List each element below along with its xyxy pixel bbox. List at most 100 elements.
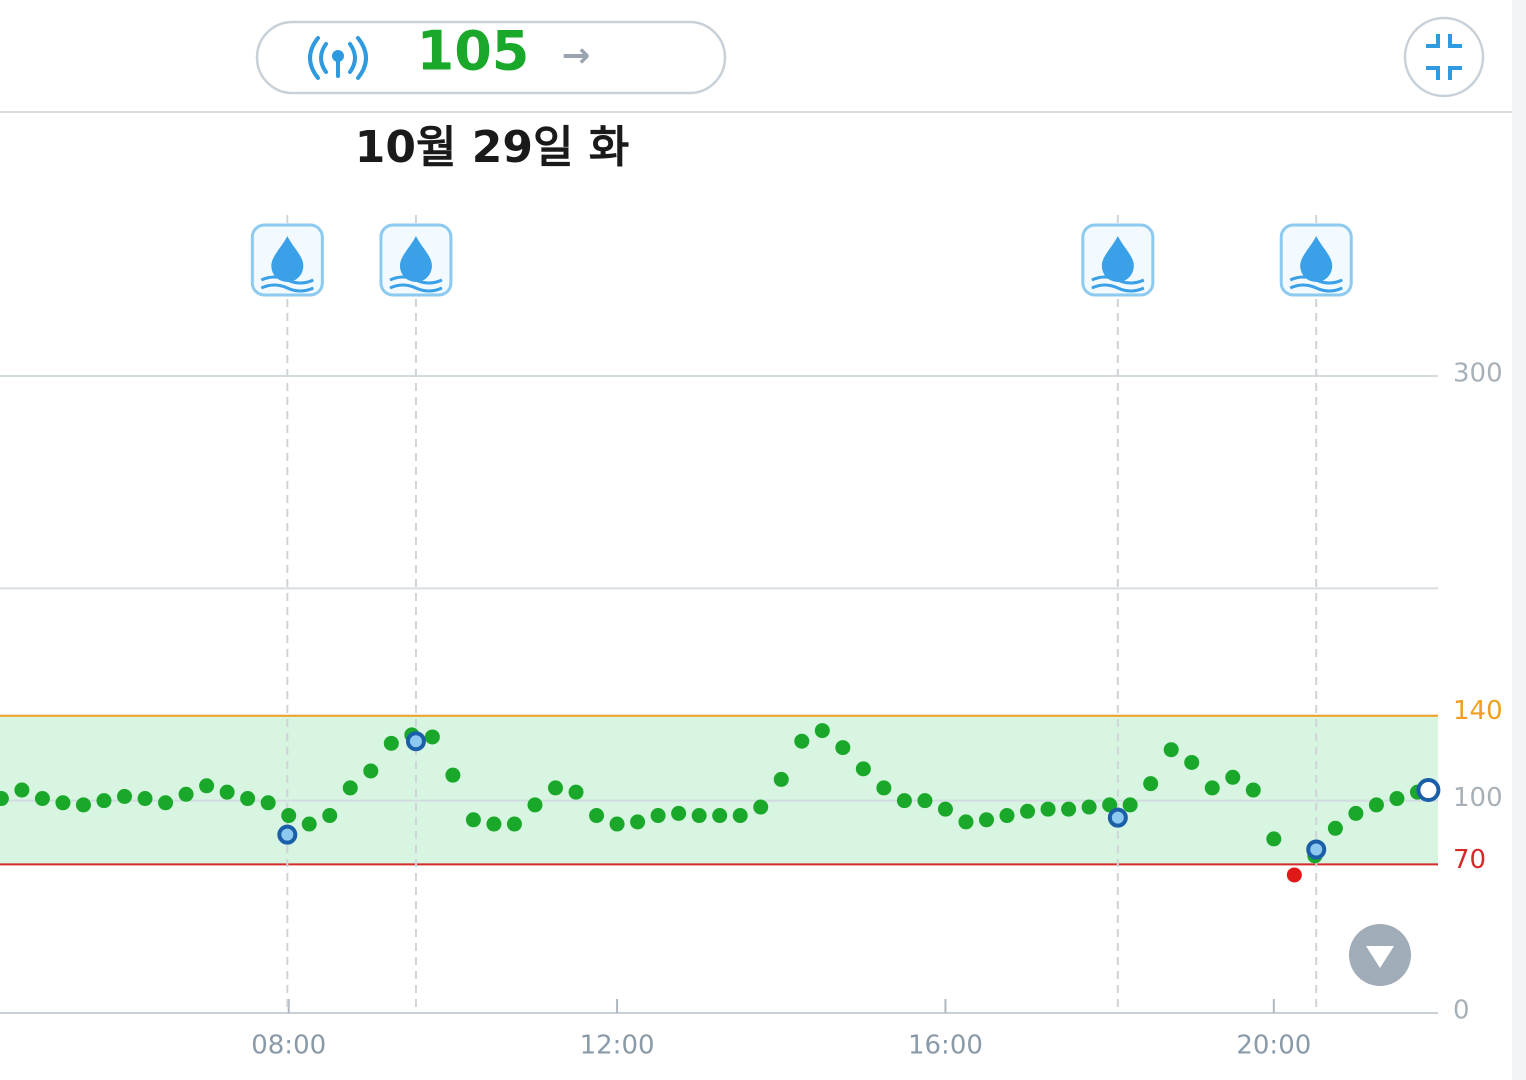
y-tick-label: 100 [1453,783,1503,813]
glucose-point [1061,801,1077,817]
chart: 0 100 300 140 70 08:00 12:00 16:00 20:00 [0,215,1503,1061]
glucose-point [855,761,871,777]
date-label: 10월 29일 화 [355,122,630,173]
glucose-point [958,814,974,830]
glucose-point [260,795,276,811]
glucose-point [1184,754,1200,770]
glucose-point [732,808,748,824]
glucose-point [589,808,605,824]
event-drop [1101,236,1134,282]
glucose-point [1040,801,1056,817]
glucose-point [55,795,71,811]
glucose-point [896,793,912,809]
x-tick-label: 08:00 [251,1031,326,1061]
glucose-point [158,795,174,811]
event-waves [1091,275,1145,293]
event-marker [277,824,298,845]
y-tick-label: 300 [1453,359,1503,389]
glucose-point [794,733,810,749]
glucose-point [1143,776,1159,792]
event-drop [399,236,432,282]
glucose-point [1266,831,1282,847]
glucose-point [671,805,687,821]
x-tick-label: 16:00 [908,1031,983,1061]
glucose-point [609,816,625,832]
glucose-point [199,778,215,794]
event-marker [405,731,426,752]
event-icon[interactable] [250,223,324,297]
glucose-point [937,801,953,817]
target-band [0,715,1438,865]
collapse-button[interactable] [1403,16,1485,98]
glucose-point [1286,867,1302,883]
glucose-point [34,791,50,807]
glucose-point [1102,797,1118,813]
glucose-point [240,791,256,807]
glucose-point [1245,782,1261,798]
glucose-point [650,808,666,824]
glucose-point [117,788,133,804]
glucose-point [342,780,358,796]
glucose-point [917,793,933,809]
current-value: 105 [417,20,530,83]
glucose-point [219,784,235,800]
glucose-point [96,793,112,809]
glucose-point [835,740,851,756]
event-drop [271,236,304,282]
glucose-point [876,780,892,796]
glucose-point [978,812,994,828]
current-point [1416,778,1441,803]
glucose-point [1122,797,1138,813]
glucose-point [281,808,297,824]
scroll-down-icon [1366,946,1394,968]
glucose-point [568,784,584,800]
event-waves [1289,275,1343,293]
event-icon[interactable] [1279,223,1353,297]
glucose-point [301,816,317,832]
glucose-point [773,771,789,787]
glucose-point [465,812,481,828]
glucose-point [1225,769,1241,785]
event-icon[interactable] [379,223,453,297]
glucose-point [1389,791,1405,807]
glucose-point [547,780,563,796]
glucose-point [506,816,522,832]
glucose-point [14,782,30,798]
glucose-point [527,797,543,813]
glucose-point [1368,797,1384,813]
value-pill[interactable] [255,20,727,95]
threshold-label: 70 [1453,845,1486,875]
event-drop [1300,236,1333,282]
glucose-point [322,808,338,824]
glucose-point [486,816,502,832]
x-tick-label: 20:00 [1236,1031,1311,1061]
right-edge [1512,0,1526,1080]
glucose-point [178,786,194,802]
glucose-point [814,723,830,739]
glucose-point [383,735,399,751]
y-tick-label: 0 [1453,996,1470,1026]
glucose-point [630,814,646,830]
glucose-point [1163,742,1179,758]
glucose-point [1081,799,1097,815]
glucose-point [424,729,440,745]
glucose-point [363,763,379,779]
glucose-point [1348,805,1364,821]
x-tick-label: 12:00 [580,1031,655,1061]
event-marker [1306,839,1327,860]
glucose-point [691,808,707,824]
event-icon[interactable] [1081,223,1155,297]
glucose-point [1204,780,1220,796]
glucose-point [999,808,1015,824]
event-waves [260,275,314,293]
glucose-point [137,791,153,807]
glucose-point [753,799,769,815]
event-waves [389,275,443,293]
signal-icon [308,36,368,80]
glucose-point [75,797,91,813]
event-marker [1107,807,1128,828]
threshold-label: 140 [1453,696,1503,726]
glucose-point [1020,803,1036,819]
collapse-icon [1426,34,1462,80]
